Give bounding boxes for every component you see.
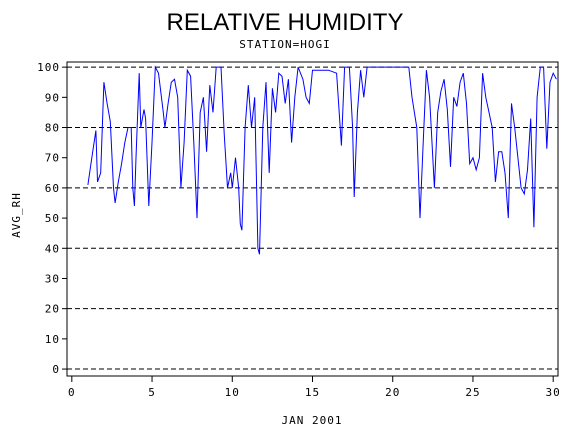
y-tick-label: 40 bbox=[45, 242, 60, 255]
y-tick-label: 100 bbox=[37, 61, 60, 74]
x-axis-label: JAN 2001 bbox=[282, 414, 343, 427]
y-axis-label: AVG_RH bbox=[10, 192, 23, 238]
y-tick-label: 10 bbox=[45, 333, 60, 346]
y-tick-label: 70 bbox=[45, 152, 60, 165]
chart-title: RELATIVE HUMIDITY bbox=[167, 9, 404, 36]
data-line bbox=[87, 65, 557, 255]
x-tick-label: 10 bbox=[225, 386, 240, 399]
chart-subtitle: STATION=HOGI bbox=[239, 38, 330, 51]
y-tick-label: 80 bbox=[45, 122, 60, 135]
y-tick-label: 30 bbox=[45, 272, 60, 285]
x-tick-label: 0 bbox=[68, 386, 76, 399]
x-tick-label: 5 bbox=[148, 386, 156, 399]
y-tick-label: 0 bbox=[52, 363, 60, 376]
x-tick-label: 25 bbox=[465, 386, 480, 399]
y-tick-label: 90 bbox=[45, 91, 60, 104]
x-tick-label: 20 bbox=[385, 386, 400, 399]
y-tick-label: 60 bbox=[45, 182, 60, 195]
x-tick-label: 30 bbox=[546, 386, 561, 399]
y-tick-label: 50 bbox=[45, 212, 60, 225]
y-tick-label: 20 bbox=[45, 303, 60, 316]
x-tick-label: 15 bbox=[305, 386, 320, 399]
